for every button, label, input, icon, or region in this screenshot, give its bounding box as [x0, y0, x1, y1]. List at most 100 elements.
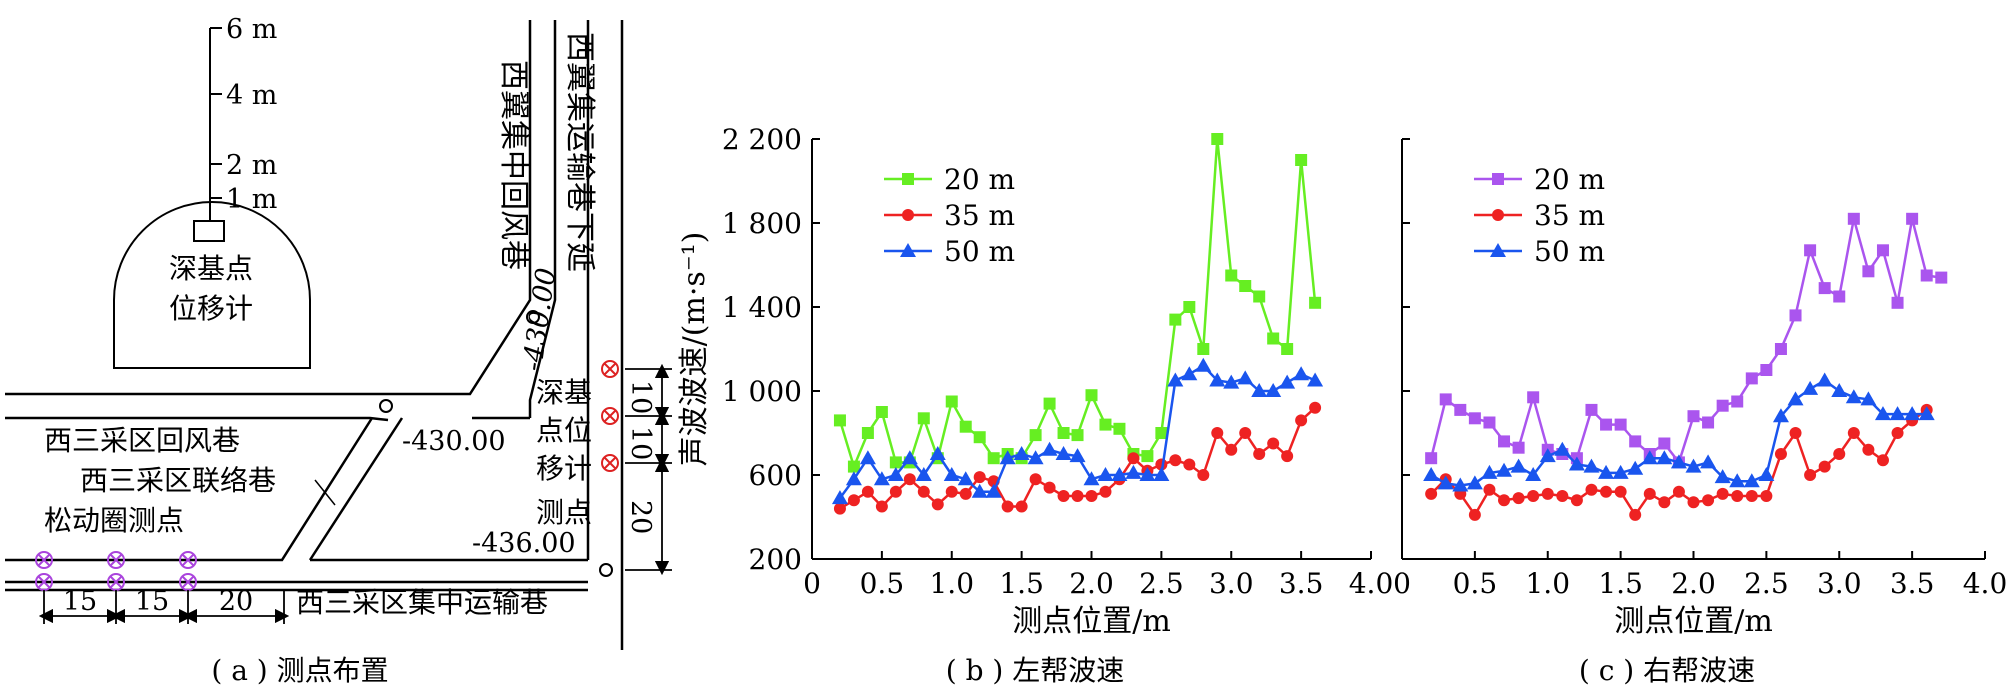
data-point — [1818, 460, 1831, 473]
data-point — [1891, 427, 1904, 439]
chart-left-wall: 200 600 1 000 1 400 1 800 2 200 0 0.5 1.0 1.5 2.0 2… — [677, 123, 1393, 639]
data-point — [1057, 490, 1070, 502]
data-point — [1197, 469, 1210, 481]
y-tick-label: 1 400 — [722, 291, 802, 324]
data-point — [1043, 481, 1056, 494]
data-point — [1554, 441, 1571, 456]
data-point — [1225, 443, 1238, 456]
elevation-bottom: -436.00 — [472, 528, 576, 559]
data-point — [1874, 406, 1891, 421]
legend-label: 20 m — [944, 163, 1015, 196]
data-point — [833, 414, 846, 427]
data-point — [1685, 458, 1702, 473]
data-point — [1209, 372, 1226, 387]
data-point — [1483, 416, 1496, 429]
x-tick-label: 0.5 — [860, 567, 905, 600]
data-point — [1920, 269, 1933, 282]
x-tick-label: 1.0 — [929, 567, 974, 600]
data-point — [1496, 462, 1513, 477]
data-point — [1099, 418, 1112, 431]
x-tick-label: 3.5 — [1279, 567, 1324, 600]
roadway-west-haulage: 西翼集运输巷下延 — [562, 32, 597, 272]
data-point — [1437, 475, 1454, 490]
data-point — [1906, 212, 1919, 225]
data-point — [1127, 452, 1140, 465]
data-point — [987, 452, 1000, 465]
data-point — [1745, 490, 1758, 502]
data-point — [1816, 372, 1833, 387]
data-point — [917, 485, 930, 498]
data-point — [985, 483, 1002, 498]
data-point — [875, 500, 888, 513]
elevation-top: -430.00 — [517, 266, 562, 373]
data-point — [873, 471, 890, 486]
data-point — [957, 471, 974, 486]
data-point — [1556, 490, 1569, 502]
data-point — [1568, 456, 1585, 471]
scale-tick-4m: 4 m — [226, 80, 277, 111]
data-point — [945, 395, 958, 408]
data-point — [1195, 357, 1212, 372]
tunnel-profile — [113, 201, 311, 369]
y-tick-label: 1 000 — [722, 375, 802, 408]
caption-c: ( c ) 右帮波速 — [1579, 654, 1755, 687]
data-point — [1643, 487, 1656, 500]
data-point — [1891, 296, 1904, 309]
data-point — [1731, 395, 1744, 408]
data-point — [1267, 437, 1280, 450]
data-point — [1492, 173, 1504, 185]
data-point — [1425, 487, 1438, 500]
data-point — [1804, 469, 1817, 481]
data-point — [1309, 296, 1322, 309]
data-point — [1716, 399, 1729, 412]
data-point — [1309, 401, 1322, 414]
data-point — [900, 243, 916, 257]
data-point — [903, 473, 916, 486]
data-point — [959, 420, 972, 433]
data-point — [1600, 418, 1613, 431]
data-point — [859, 450, 876, 465]
data-point — [1167, 372, 1184, 387]
data-point — [1454, 403, 1467, 416]
legend-label: 50 m — [1534, 235, 1605, 268]
data-point — [1015, 500, 1028, 513]
data-point — [1716, 487, 1729, 500]
chart-right-wall: 0 0.5 1.0 1.5 2.0 2.5 3.0 3.5 4.0 测点位置/m 20 m35 m5… — [1393, 138, 2007, 639]
data-point — [1071, 490, 1084, 502]
series-line — [1429, 218, 1942, 466]
roadway-haulage-label: 西三采区集中运输巷 — [296, 586, 548, 619]
data-point — [1539, 448, 1556, 463]
x-tick-label: 4.0 — [1349, 567, 1394, 600]
x-axis-label: 测点位置/m — [1012, 604, 1171, 639]
data-point — [887, 467, 904, 481]
data-point — [1307, 372, 1324, 387]
leader-line — [314, 479, 336, 506]
data-point — [1745, 372, 1758, 385]
deep-base-label-3: 移计 — [536, 452, 592, 485]
data-point — [945, 485, 958, 498]
x-tick-label: 2.0 — [1069, 567, 1114, 600]
data-point — [1833, 290, 1846, 303]
data-point — [1239, 427, 1252, 439]
data-point — [1481, 464, 1498, 479]
data-point — [1687, 496, 1700, 509]
data-point — [1468, 508, 1481, 521]
legend-label: 35 m — [944, 199, 1015, 232]
data-point — [847, 494, 860, 507]
data-point — [875, 406, 888, 418]
data-point — [971, 483, 988, 498]
data-point — [959, 487, 972, 500]
data-point — [1629, 435, 1642, 448]
data-point — [1845, 389, 1862, 404]
dim-right-3: 20 — [625, 500, 656, 534]
panel-a-layout: 6 m 4 m 2 m 1 m 深基点 位移计 — [5, 14, 672, 687]
instrument-label-2: 位移计 — [169, 292, 253, 325]
data-point — [1041, 441, 1058, 456]
x-tick-label: 0.5 — [1453, 567, 1498, 600]
data-point — [1155, 427, 1168, 439]
data-point — [1492, 209, 1504, 221]
loose-zone-label: 松动圈测点 — [44, 504, 184, 537]
data-point — [1265, 383, 1282, 397]
data-point — [1787, 391, 1804, 406]
dim-right-1: 10 — [625, 380, 656, 414]
